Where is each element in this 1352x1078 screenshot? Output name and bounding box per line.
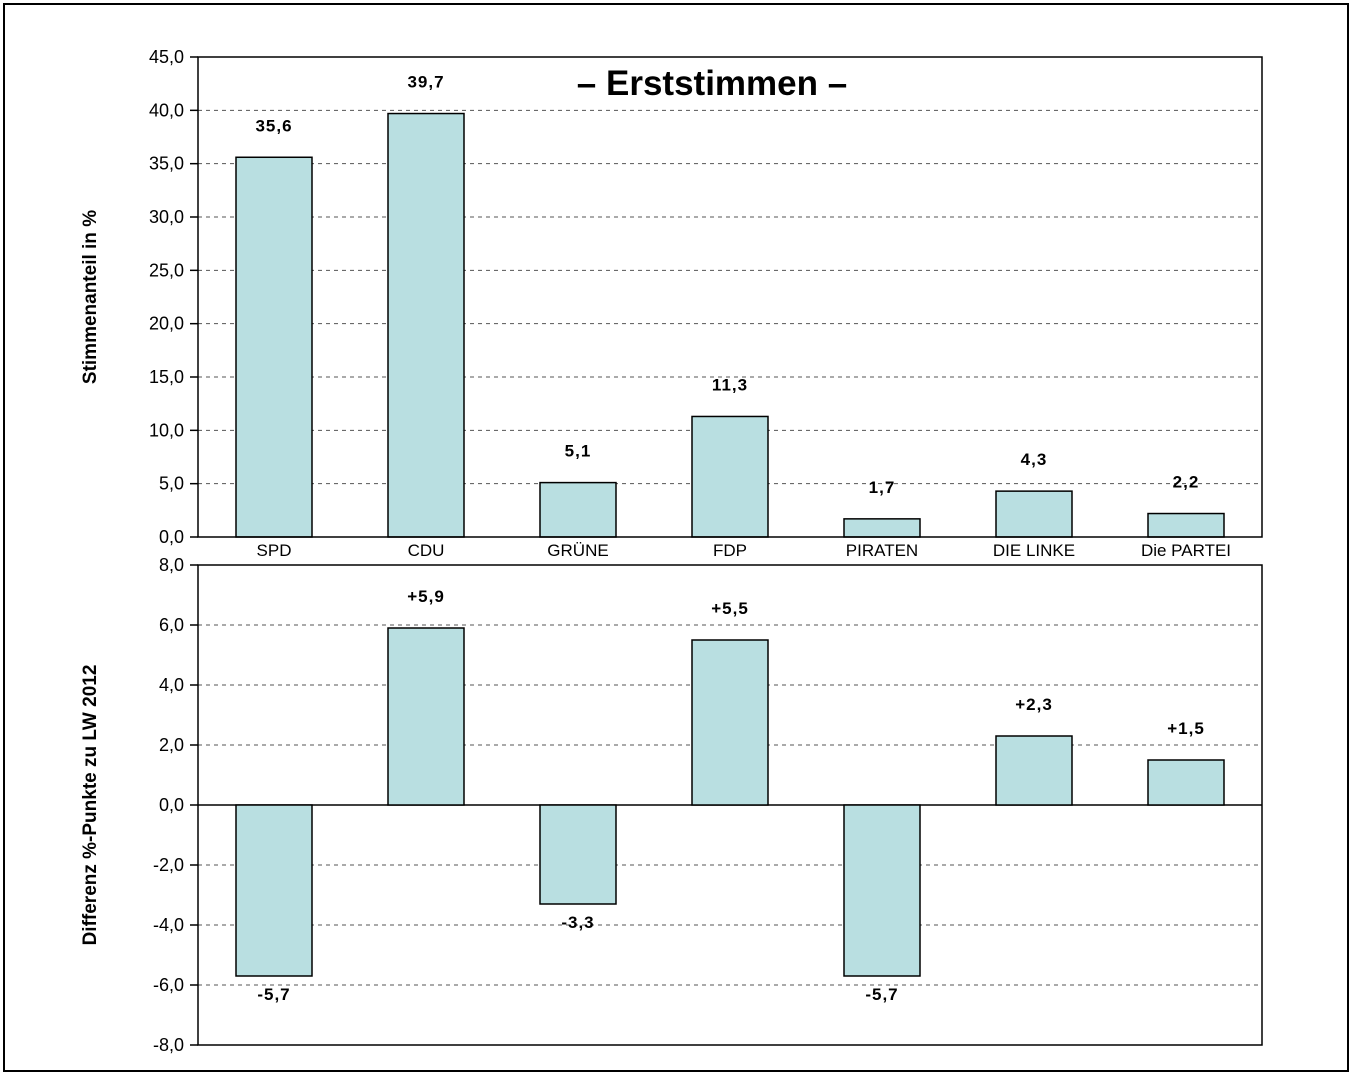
y-tick-label: 40,0 [149,100,184,120]
value-label-gruene: 5,1 [565,442,592,461]
x-tick-label-gruene: GRÜNE [547,541,608,560]
y-tick-label: 6,0 [159,615,184,635]
bar-die-linke [995,735,1073,806]
value-label-gruene: -3,3 [561,913,594,932]
bar-cdu [387,627,465,806]
value-label-die-partei: +1,5 [1167,719,1205,738]
bar-spd [235,804,313,977]
bottom-y-axis-label: Differenz %-Punkte zu LW 2012 [80,665,101,946]
top-plot-frame [197,56,1263,538]
bar-fdp [691,415,769,538]
bar-piraten [843,804,921,977]
top-value-labels: 35,6 39,7 5,1 11,3 1,7 4,3 2,2 [255,73,1200,497]
y-tick-label: 5,0 [159,474,184,494]
value-label-spd: 35,6 [255,116,292,135]
y-tick-label: 45,0 [149,47,184,67]
bottom-value-labels: -5,7 +5,9 -3,3 +5,5 -5,7 +2,3 +1,5 [257,587,1205,1004]
bar-die-partei [1147,759,1225,806]
y-tick-label: -4,0 [153,915,184,935]
bar-gruene [539,481,617,538]
y-tick-label: 10,0 [149,420,184,440]
y-tick-label: -8,0 [153,1035,184,1055]
value-label-die-linke: 4,3 [1021,450,1048,469]
bar-fdp [691,639,769,806]
value-label-cdu: 39,7 [407,73,444,92]
value-label-die-linke: +2,3 [1015,695,1053,714]
y-tick-label: -2,0 [153,855,184,875]
value-label-fdp: 11,3 [712,375,748,394]
value-label-die-partei: 2,2 [1173,473,1200,492]
x-tick-label-fdp: FDP [713,541,747,560]
y-tick-label: 0,0 [159,795,184,815]
y-tick-label: 25,0 [149,260,184,280]
y-tick-label: 15,0 [149,367,184,387]
y-tick-label: 8,0 [159,555,184,575]
y-tick-label: 35,0 [149,154,184,174]
top-x-axis-labels: SPD CDU GRÜNE FDP PIRATEN DIE LINKE Die PARTEI [257,541,1232,560]
y-tick-label: 0,0 [159,527,184,547]
bottom-y-axis-ticks: -8,0 -6,0 -4,0 -2,0 0,0 2,0 4,0 6,0 8,0 [153,555,198,1055]
y-tick-label: 30,0 [149,207,184,227]
y-tick-label: -6,0 [153,975,184,995]
value-label-piraten: 1,7 [869,478,896,497]
bar-die-partei [1147,512,1225,538]
y-tick-label: 4,0 [159,675,184,695]
value-label-cdu: +5,9 [407,587,445,606]
top-y-axis-label: Stimmenanteil in % [80,210,101,384]
x-tick-label-die-linke: DIE LINKE [993,541,1075,560]
x-tick-label-die-partei: Die PARTEI [1141,541,1231,560]
y-tick-label: 20,0 [149,314,184,334]
top-bars [235,112,1225,538]
bottom-bars [235,627,1225,977]
value-label-piraten: -5,7 [865,985,898,1004]
chart-title: – Erststimmen – [577,64,847,103]
bar-piraten [843,518,921,538]
x-tick-label-spd: SPD [257,541,292,560]
bottom-chart: -8,0 -6,0 -4,0 -2,0 0,0 2,0 4,0 6,0 8,0 -5,7 +5,9… [80,555,1263,1055]
top-y-axis-ticks: 0,0 5,0 10,0 15,0 20,0 25,0 30,0 35,0 40,0 45,0 [149,47,198,547]
bar-gruene [539,804,617,905]
bar-cdu [387,112,465,538]
bar-die-linke [995,490,1073,538]
x-tick-label-cdu: CDU [408,541,445,560]
bar-spd [235,156,313,538]
value-label-fdp: +5,5 [711,599,749,618]
top-chart: 0,0 5,0 10,0 15,0 20,0 25,0 30,0 35,0 40,0 45,0 S… [80,47,1263,560]
bottom-plot-frame [197,564,1263,1046]
x-tick-label-piraten: PIRATEN [846,541,918,560]
y-tick-label: 2,0 [159,735,184,755]
value-label-spd: -5,7 [257,985,290,1004]
